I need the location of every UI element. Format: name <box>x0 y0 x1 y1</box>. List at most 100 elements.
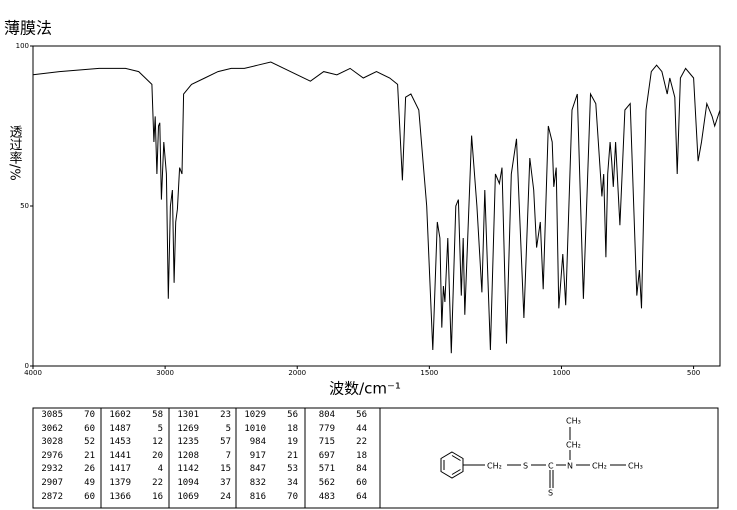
peak-transmittance: 24 <box>220 491 231 502</box>
x-tick-label: 3000 <box>156 369 174 377</box>
ring-bond <box>451 469 461 475</box>
peak-wavenumber: 1069 <box>177 491 199 502</box>
peak-wavenumber: 1208 <box>177 450 199 461</box>
peak-transmittance: 16 <box>152 491 163 502</box>
peak-transmittance: 34 <box>287 478 298 488</box>
structure-label: C <box>548 462 554 471</box>
peak-transmittance: 15 <box>220 464 231 475</box>
peak-transmittance: 60 <box>84 423 95 434</box>
ring-bond <box>451 455 461 461</box>
structure-label: N <box>567 462 573 471</box>
peak-wavenumber: 1417 <box>109 464 131 475</box>
peak-transmittance: 52 <box>84 437 95 448</box>
peak-wavenumber: 2907 <box>41 478 63 488</box>
peak-transmittance: 57 <box>220 437 231 448</box>
peak-wavenumber: 847 <box>249 464 266 475</box>
y-axis-label: 透过率/% <box>7 125 23 181</box>
peak-wavenumber: 1010 <box>244 423 266 434</box>
peak-transmittance: 64 <box>356 491 367 502</box>
peak-transmittance: 70 <box>84 410 95 420</box>
peak-transmittance: 49 <box>84 478 95 488</box>
peak-transmittance: 84 <box>356 464 367 475</box>
peak-wavenumber: 1602 <box>109 410 131 420</box>
peak-transmittance: 37 <box>220 478 231 488</box>
peak-wavenumber: 1269 <box>177 423 199 434</box>
peak-wavenumber: 1487 <box>109 423 131 434</box>
spectrum-line <box>32 61 721 354</box>
peak-wavenumber: 562 <box>318 478 335 488</box>
peak-transmittance: 56 <box>287 410 298 420</box>
peak-wavenumber: 832 <box>249 478 266 488</box>
peak-transmittance: 18 <box>287 423 298 434</box>
y-tick-label: 50 <box>20 202 29 210</box>
peak-wavenumber: 3028 <box>41 437 63 448</box>
peak-wavenumber: 984 <box>249 437 266 448</box>
peak-wavenumber: 571 <box>318 464 335 475</box>
peak-transmittance: 53 <box>287 464 298 475</box>
peak-wavenumber: 1029 <box>244 410 266 420</box>
peak-transmittance: 23 <box>220 410 231 420</box>
peak-wavenumber: 779 <box>318 423 335 434</box>
peak-wavenumber: 1366 <box>109 491 131 502</box>
y-tick-label: 100 <box>16 42 29 50</box>
peak-transmittance: 56 <box>356 410 367 420</box>
chart-title: 薄膜法 <box>4 19 52 38</box>
peak-wavenumber: 1301 <box>177 410 199 420</box>
peak-wavenumber: 816 <box>249 491 266 502</box>
x-tick-label: 2000 <box>288 369 306 377</box>
peak-transmittance: 18 <box>356 450 367 461</box>
peak-transmittance: 7 <box>225 450 231 461</box>
x-tick-label: 500 <box>687 369 700 377</box>
x-tick-label: 1000 <box>553 369 571 377</box>
peak-wavenumber: 1142 <box>177 464 199 475</box>
peak-transmittance: 60 <box>356 478 367 488</box>
structure-label: CH₂ <box>592 462 607 471</box>
peak-wavenumber: 1379 <box>109 478 131 488</box>
peak-transmittance: 22 <box>152 478 163 488</box>
peak-wavenumber: 2932 <box>41 464 63 475</box>
peak-transmittance: 21 <box>287 450 298 461</box>
peak-wavenumber: 697 <box>318 450 335 461</box>
benzene-ring <box>440 451 464 479</box>
peak-transmittance: 44 <box>356 423 367 434</box>
peak-transmittance: 12 <box>152 437 163 448</box>
peak-transmittance: 58 <box>152 410 163 420</box>
peak-wavenumber: 2976 <box>41 450 63 461</box>
structure-label: S <box>548 489 553 498</box>
structure-label: S <box>523 462 528 471</box>
structure <box>440 427 626 488</box>
peak-transmittance: 20 <box>152 450 163 461</box>
peak-transmittance: 22 <box>356 437 367 448</box>
peak-transmittance: 19 <box>287 437 298 448</box>
peak-transmittance: 70 <box>287 491 298 502</box>
structure-label: CH₂ <box>487 462 502 471</box>
peak-wavenumber: 715 <box>318 437 335 448</box>
plot-frame <box>32 45 721 367</box>
peak-transmittance: 21 <box>84 450 95 461</box>
x-tick-label: 4000 <box>24 369 42 377</box>
peak-wavenumber: 917 <box>249 450 266 461</box>
table-frame <box>32 407 719 509</box>
y-tick-label: 0 <box>25 362 29 370</box>
peak-wavenumber: 1094 <box>177 478 199 488</box>
peak-transmittance: 4 <box>157 464 163 475</box>
structure-label: CH₂ <box>566 441 581 450</box>
peak-wavenumber: 3062 <box>41 423 63 434</box>
peak-wavenumber: 483 <box>318 491 335 502</box>
peak-transmittance: 26 <box>84 464 95 475</box>
peak-transmittance: 5 <box>157 423 163 434</box>
peak-wavenumber: 1441 <box>109 450 131 461</box>
peak-transmittance: 60 <box>84 491 95 502</box>
x-axis-label: 波数/cm⁻¹ <box>329 380 401 398</box>
structure-label: CH₃ <box>566 417 581 426</box>
peak-wavenumber: 1453 <box>109 437 131 448</box>
x-tick-label: 1500 <box>420 369 438 377</box>
peak-wavenumber: 804 <box>318 410 335 420</box>
peak-wavenumber: 2872 <box>41 491 63 502</box>
peak-wavenumber: 1235 <box>177 437 199 448</box>
peak-wavenumber: 3085 <box>41 410 63 420</box>
peak-transmittance: 5 <box>225 423 231 434</box>
structure-label: CH₃ <box>628 462 643 471</box>
